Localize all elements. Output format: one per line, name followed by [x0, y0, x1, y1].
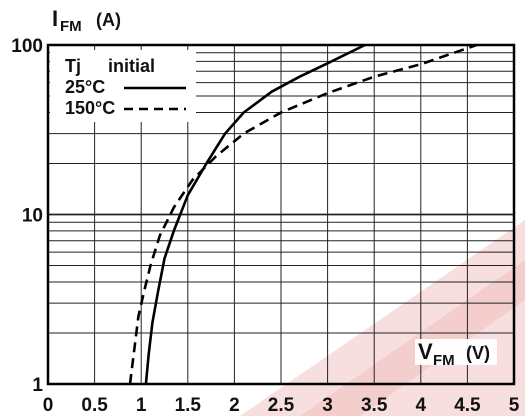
- x-tick-label: 4.5: [454, 395, 481, 416]
- svg-text:FM: FM: [433, 352, 455, 369]
- grid: [46, 43, 516, 386]
- y-axis-subscript: FM: [60, 18, 82, 35]
- x-tick-label: 0: [43, 395, 54, 416]
- x-axis-unit: (V): [466, 343, 490, 363]
- x-tick-label: 4: [416, 395, 427, 416]
- y-tick-labels: 1 10 100: [11, 36, 43, 396]
- x-tick-label: 3.5: [361, 395, 388, 416]
- svg-text:FM: FM: [60, 18, 82, 35]
- legend-label-150c: 150°C: [65, 98, 115, 118]
- y-tick-label: 1: [32, 375, 43, 396]
- x-tick-label: 2: [229, 395, 240, 416]
- legend-header-right: initial: [108, 56, 155, 76]
- x-tick-label: 1: [136, 395, 147, 416]
- x-tick-label: 2.5: [268, 395, 295, 416]
- y-axis-title: I FM (A): [52, 6, 121, 35]
- svg-text:(V): (V): [466, 343, 490, 363]
- plot-frame: [46, 43, 516, 386]
- legend-header-left: Tj: [65, 56, 81, 76]
- x-tick-label: 0.5: [81, 395, 108, 416]
- svg-text:V: V: [418, 339, 433, 364]
- y-tick-label: 10: [22, 206, 43, 227]
- x-tick-label: 5: [509, 395, 520, 416]
- x-axis-label: V: [418, 339, 433, 364]
- svg-text:(A): (A): [96, 10, 121, 30]
- svg-text:I: I: [52, 6, 58, 31]
- x-axis-title: V FM (V): [415, 339, 497, 369]
- watermark: [240, 220, 525, 416]
- series-layer: [128, 43, 478, 385]
- y-tick-label: 100: [11, 36, 43, 57]
- y-axis-label: I: [52, 6, 58, 31]
- legend: Tj initial 25°C 150°C: [50, 50, 196, 122]
- series-line-150c: [128, 43, 478, 385]
- x-tick-label: 3: [322, 395, 333, 416]
- y-axis-unit: (A): [96, 10, 121, 30]
- x-tick-labels: 0 0.5 1 1.5 2 2.5 3 3.5 4 4.5 5: [43, 395, 520, 416]
- series-line-25c: [144, 43, 366, 385]
- legend-label-25c: 25°C: [65, 77, 105, 97]
- x-axis-subscript: FM: [433, 352, 455, 369]
- x-tick-label: 1.5: [175, 395, 202, 416]
